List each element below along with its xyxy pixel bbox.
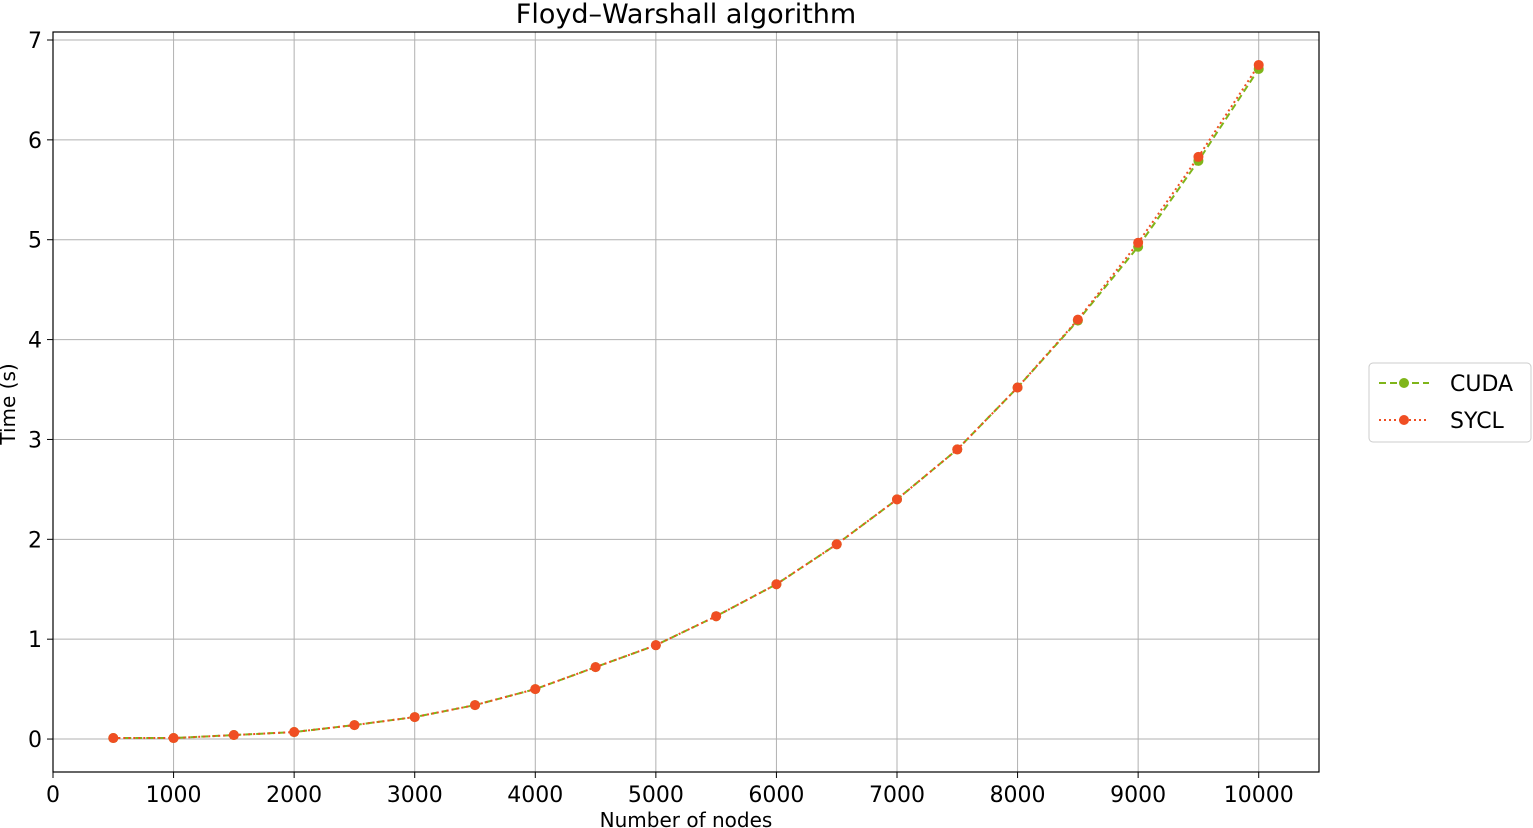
- data-point-sycl: [1072, 314, 1083, 325]
- legend-swatch-marker: [1399, 378, 1409, 388]
- data-point-sycl: [289, 727, 300, 738]
- data-point-sycl: [650, 640, 661, 651]
- grid: [52, 32, 1319, 772]
- y-axis-title: Time (s): [0, 363, 20, 445]
- data-point-sycl: [711, 611, 722, 622]
- series-line-sycl: [113, 64, 1260, 740]
- series-cuda: [108, 63, 1264, 744]
- data-point-sycl: [1193, 151, 1204, 162]
- y-tick-label: 4: [28, 329, 42, 354]
- x-tick-label: 7000: [869, 783, 925, 808]
- data-point-sycl: [771, 579, 782, 590]
- data-point-sycl: [590, 662, 601, 673]
- data-point-sycl: [470, 700, 480, 711]
- legend-swatch-marker: [1399, 415, 1409, 425]
- data-point-sycl: [892, 494, 902, 505]
- legend-label: CUDA: [1450, 372, 1513, 397]
- y-tick-label: 7: [28, 29, 42, 54]
- data-point-sycl: [1133, 237, 1144, 248]
- data-point-sycl: [1012, 382, 1023, 393]
- legend-entry-cuda: CUDA: [1379, 372, 1513, 397]
- x-tick-label: 10000: [1224, 783, 1294, 808]
- y-tick-label: 2: [28, 528, 42, 553]
- legend-label: SYCL: [1450, 409, 1505, 434]
- series-layer: [108, 59, 1264, 744]
- chart-title: Floyd–Warshall algorithm: [516, 0, 856, 30]
- x-tick-label: 4000: [507, 783, 563, 808]
- y-tick-label: 0: [28, 728, 42, 753]
- data-point-sycl: [349, 720, 360, 731]
- x-tick-label: 3000: [387, 783, 443, 808]
- x-tick-label: 9000: [1110, 783, 1166, 808]
- legend: CUDA SYCL: [1368, 362, 1532, 443]
- data-point-sycl: [108, 733, 119, 744]
- data-point-sycl: [1253, 59, 1264, 70]
- y-tick-label: 5: [28, 229, 42, 254]
- data-point-sycl: [409, 712, 420, 723]
- series-sycl: [108, 59, 1264, 744]
- series-line-cuda: [113, 68, 1260, 740]
- legend-box: [1368, 362, 1532, 443]
- x-tick-label: 1000: [146, 783, 202, 808]
- data-point-sycl: [228, 730, 239, 741]
- x-tick-label: 6000: [748, 783, 804, 808]
- data-point-sycl: [952, 444, 963, 455]
- data-point-sycl: [831, 539, 842, 550]
- x-tick-label: 2000: [266, 783, 322, 808]
- plot-area-frame: [52, 31, 1320, 773]
- x-tick-label: 5000: [628, 783, 684, 808]
- x-tick-label: 8000: [990, 783, 1046, 808]
- data-point-sycl: [530, 684, 541, 695]
- x-axis-title: Number of nodes: [600, 808, 773, 828]
- legend-entry-sycl: SYCL: [1379, 409, 1505, 434]
- tick-labels: 0 1000 2000 3000 4000 5000 6000 7000 8000 9000 100…: [28, 29, 1294, 808]
- y-tick-label: 6: [28, 129, 42, 154]
- y-tick-label: 1: [28, 628, 42, 653]
- y-tick-label: 3: [28, 428, 42, 453]
- data-point-sycl: [168, 733, 179, 744]
- x-tick-label: 0: [46, 783, 60, 808]
